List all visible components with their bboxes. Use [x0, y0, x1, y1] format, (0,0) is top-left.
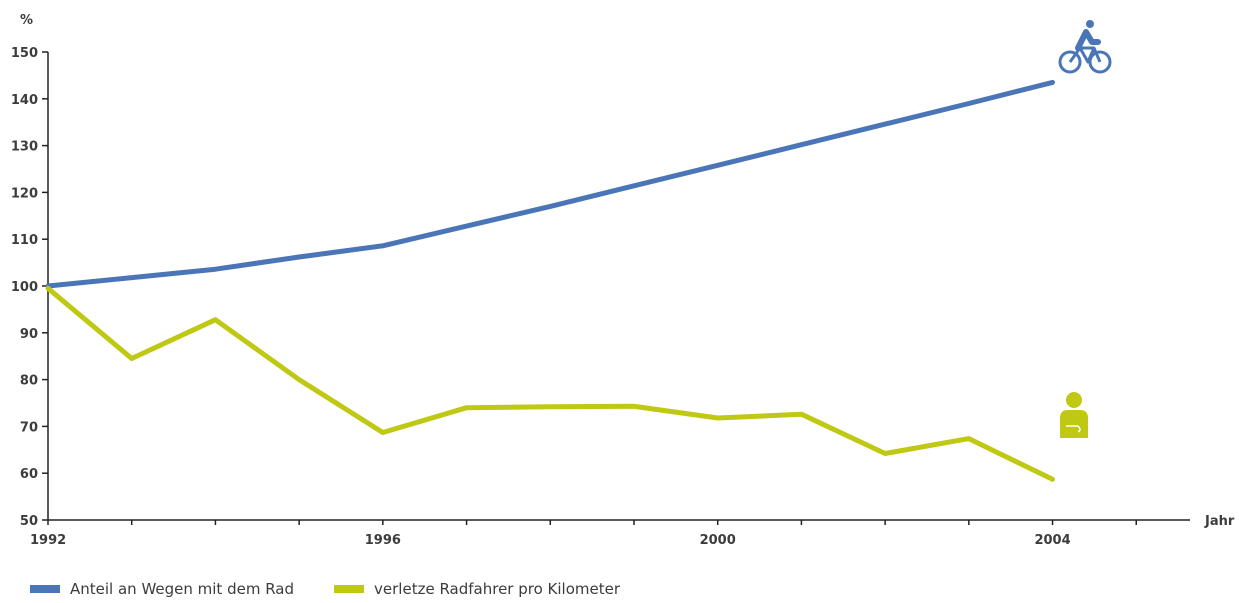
- line-chart: 50 60 70 80 90 100 110 120 130 140 150 1992 1996 200…: [0, 0, 1239, 560]
- x-axis: 1992 1996 2000 2004: [30, 520, 1190, 548]
- legend: Anteil an Wegen mit dem Rad verletze Rad…: [30, 580, 620, 598]
- y-axis: 50 60 70 80 90 100 110 120 130 140 150: [11, 46, 48, 529]
- series-line-0: [48, 82, 1053, 286]
- x-tick-label: 2000: [700, 533, 736, 548]
- y-tick-label: 80: [20, 374, 38, 389]
- x-axis-unit-label: Jahr: [1204, 514, 1235, 529]
- y-tick-label: 50: [20, 514, 38, 529]
- y-tick-label: 60: [20, 467, 38, 482]
- y-tick-label: 120: [11, 186, 38, 201]
- y-tick-label: 100: [11, 280, 38, 295]
- legend-swatch-yellow: [334, 585, 364, 593]
- bicycle-icon: [1060, 20, 1110, 72]
- y-tick-label: 130: [11, 140, 38, 155]
- y-tick-label: 140: [11, 93, 38, 108]
- y-axis-unit-label: %: [20, 13, 33, 28]
- legend-label-radanteil: Anteil an Wegen mit dem Rad: [70, 580, 294, 598]
- legend-swatch-blue: [30, 585, 60, 593]
- legend-item-radanteil: Anteil an Wegen mit dem Rad: [30, 580, 294, 598]
- injured-person-icon: [1060, 392, 1088, 438]
- x-tick-label: 1996: [365, 533, 401, 548]
- y-tick-label: 70: [20, 420, 38, 435]
- x-tick-label: 2004: [1034, 533, 1070, 548]
- y-tick-label: 110: [11, 233, 38, 248]
- x-tick-label: 1992: [30, 533, 66, 548]
- legend-label-verletzte: verletze Radfahrer pro Kilometer: [374, 580, 620, 598]
- y-tick-label: 90: [20, 327, 38, 342]
- series-line-1: [48, 288, 1053, 479]
- y-tick-label: 150: [11, 46, 38, 61]
- legend-item-verletzte: verletze Radfahrer pro Kilometer: [334, 580, 620, 598]
- series-layer: [48, 82, 1053, 479]
